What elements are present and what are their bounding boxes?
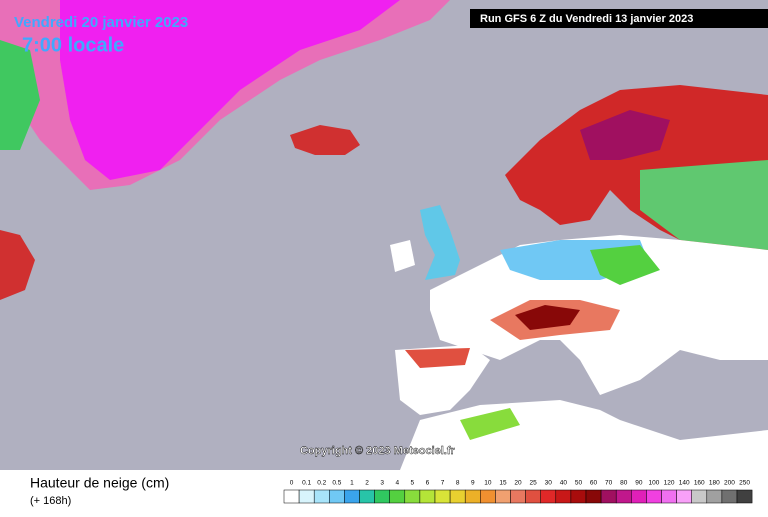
legend-swatch: [525, 489, 541, 504]
legend-label: 5: [411, 480, 415, 487]
central-green: [590, 245, 660, 285]
legend-label: 0.5: [332, 480, 341, 487]
footer-lead: (+ 168h): [30, 495, 71, 507]
legend-label: 1: [350, 480, 354, 487]
legend-swatch: [615, 489, 632, 504]
legend-swatch: [329, 489, 345, 504]
pyrenees: [405, 348, 470, 368]
legend-swatch: [419, 489, 436, 504]
alps-core: [515, 305, 580, 330]
legend-swatch: [706, 489, 723, 504]
valid-date: Vendredi 20 janvier 2023: [14, 14, 188, 31]
legend-swatch: [585, 489, 602, 504]
legend-label: 0: [290, 480, 294, 487]
legend-swatch: [298, 489, 315, 504]
local-time: 7:00 locale: [22, 34, 124, 56]
legend-swatch: [646, 489, 662, 504]
legend-label: 15: [499, 480, 507, 487]
run-info: Run GFS 6 Z du Vendredi 13 janvier 2023: [480, 13, 693, 25]
legend-label: 0.1: [302, 480, 311, 487]
legend-swatch: [374, 489, 390, 504]
legend-swatch: [449, 489, 466, 504]
legend-swatch: [359, 489, 375, 504]
legend-label: 160: [694, 480, 705, 487]
iceland: [290, 125, 360, 155]
legend-swatch: [464, 489, 481, 504]
legend-label: 100: [649, 480, 660, 487]
legend-swatch: [540, 489, 557, 504]
legend-label: 180: [709, 480, 720, 487]
legend-label: 9: [471, 480, 475, 487]
legend-label: 2: [365, 480, 369, 487]
legend-swatch: [631, 489, 647, 504]
legend-swatch: [434, 489, 451, 504]
labrador: [0, 230, 35, 300]
greenland-core: [60, 0, 400, 180]
legend-label: 200: [724, 480, 735, 487]
legend-label: 8: [456, 480, 460, 487]
run-box: [470, 9, 768, 28]
legend-label: 120: [664, 480, 675, 487]
legend-label: 7: [441, 480, 445, 487]
lapland: [580, 110, 670, 160]
legend-swatch: [570, 489, 587, 504]
legend-label: 25: [530, 480, 538, 487]
legend-swatch: [389, 489, 406, 504]
legend-label: 250: [739, 480, 750, 487]
ireland: [390, 240, 415, 272]
legend-swatch: [721, 489, 738, 504]
legend-label: 0.2: [317, 480, 326, 487]
legend-swatch: [661, 489, 677, 504]
legend-swatch: [555, 489, 572, 504]
legend-label: 40: [560, 480, 568, 487]
baffin: [0, 40, 40, 150]
legend-swatch: [510, 489, 526, 504]
legend: 0 0.1 0.2 0.5 1 2 3 4 5 6 7 8 9 10 15 20 25 30 40 50 60 70 80 9…: [283, 480, 753, 504]
legend-label: 6: [426, 480, 430, 487]
copyright: Copyright © 2023 Meteociel.fr: [300, 445, 456, 457]
legend-swatch: [495, 489, 511, 504]
legend-label: 90: [635, 480, 643, 487]
footer-title: Hauteur de neige (cm): [30, 475, 169, 491]
legend-swatch: [736, 489, 753, 504]
legend-swatch: [313, 489, 330, 504]
legend-label: 60: [590, 480, 598, 487]
legend-swatch: [676, 489, 692, 504]
russia-green: [640, 160, 768, 250]
legend-swatch: [283, 489, 300, 504]
legend-label: 20: [514, 480, 522, 487]
legend-swatch: [691, 489, 708, 504]
legend-swatch: [600, 489, 617, 504]
legend-label: 30: [545, 480, 553, 487]
legend-swatch: [404, 489, 421, 504]
legend-label: 80: [620, 480, 628, 487]
legend-label: 70: [605, 480, 613, 487]
legend-label: 3: [380, 480, 384, 487]
legend-label: 140: [679, 480, 690, 487]
atlas: [460, 408, 520, 440]
legend-label: 4: [395, 480, 399, 487]
legend-swatch: [344, 489, 360, 504]
legend-swatch: [480, 489, 496, 504]
britain: [420, 205, 460, 280]
legend-label: 10: [484, 480, 492, 487]
legend-label: 50: [575, 480, 583, 487]
